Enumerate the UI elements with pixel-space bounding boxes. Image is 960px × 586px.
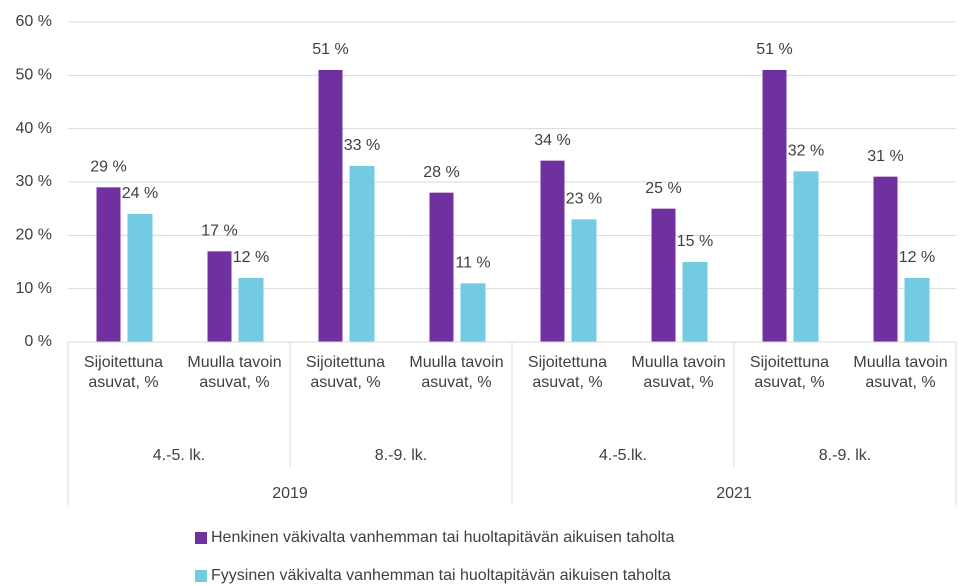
value-label: 33 % [344, 137, 380, 154]
bar [793, 171, 819, 342]
x-tick-label: Muulla tavoin asuvat, % [853, 354, 948, 391]
bar [318, 70, 343, 342]
y-tick-label: 40 % [16, 120, 52, 137]
value-label: 34 % [534, 132, 570, 149]
value-label: 12 % [233, 249, 269, 266]
value-label: 17 % [201, 223, 237, 240]
bar [127, 214, 153, 342]
value-label: 32 % [788, 143, 824, 160]
bar [540, 160, 565, 342]
value-label: 24 % [122, 185, 158, 202]
x-tick-label: Muulla tavoin asuvat, % [631, 354, 726, 391]
year-label: 2021 [716, 485, 752, 502]
x-tick-label: Muulla tavoin asuvat, % [409, 354, 504, 391]
y-tick-label: 20 % [16, 227, 52, 244]
bar [207, 251, 232, 342]
value-label: 12 % [899, 249, 935, 266]
y-tick-label: 60 % [16, 13, 52, 30]
value-label: 11 % [455, 255, 490, 272]
x-tick-label: Sijoitettuna asuvat, % [749, 354, 830, 391]
bar [238, 278, 264, 342]
value-label: 31 % [867, 148, 903, 165]
bar [571, 219, 597, 342]
bar [873, 176, 898, 342]
group-label: 4.-5.lk. [599, 447, 647, 464]
x-tick-label: Sijoitettuna asuvat, % [527, 354, 608, 391]
bar [682, 262, 708, 342]
group-label: 8.-9. lk. [375, 447, 427, 464]
x-tick-label: Sijoitettuna asuvat, % [305, 354, 386, 391]
value-label: 23 % [566, 191, 602, 208]
value-label: 25 % [645, 180, 681, 197]
legend-label: Fyysinen väkivalta vanhemman tai huoltap… [211, 567, 671, 584]
year-label: 2019 [272, 485, 308, 502]
bar [429, 192, 454, 342]
value-label: 29 % [90, 159, 126, 176]
legend-swatch [195, 570, 207, 582]
x-tick-label: Muulla tavoin asuvat, % [187, 354, 282, 391]
y-tick-label: 10 % [16, 280, 52, 297]
y-tick-label: 50 % [16, 67, 52, 84]
bar [762, 70, 787, 342]
value-label: 51 % [756, 41, 792, 58]
value-label: 28 % [423, 164, 459, 181]
value-label: 51 % [312, 41, 348, 58]
legend-swatch [195, 532, 207, 544]
bar [651, 208, 676, 342]
y-tick-label: 30 % [16, 173, 52, 190]
y-tick-label: 0 % [24, 333, 52, 350]
group-label: 8.-9. lk. [819, 447, 871, 464]
bar [460, 283, 486, 342]
bar [904, 278, 930, 342]
value-label: 15 % [677, 233, 713, 250]
bar [96, 187, 121, 342]
group-label: 4.-5. lk. [153, 447, 205, 464]
x-tick-label: Sijoitettuna asuvat, % [83, 354, 164, 391]
bar [349, 166, 375, 342]
legend-label: Henkinen väkivalta vanhemman tai huoltap… [211, 529, 675, 546]
